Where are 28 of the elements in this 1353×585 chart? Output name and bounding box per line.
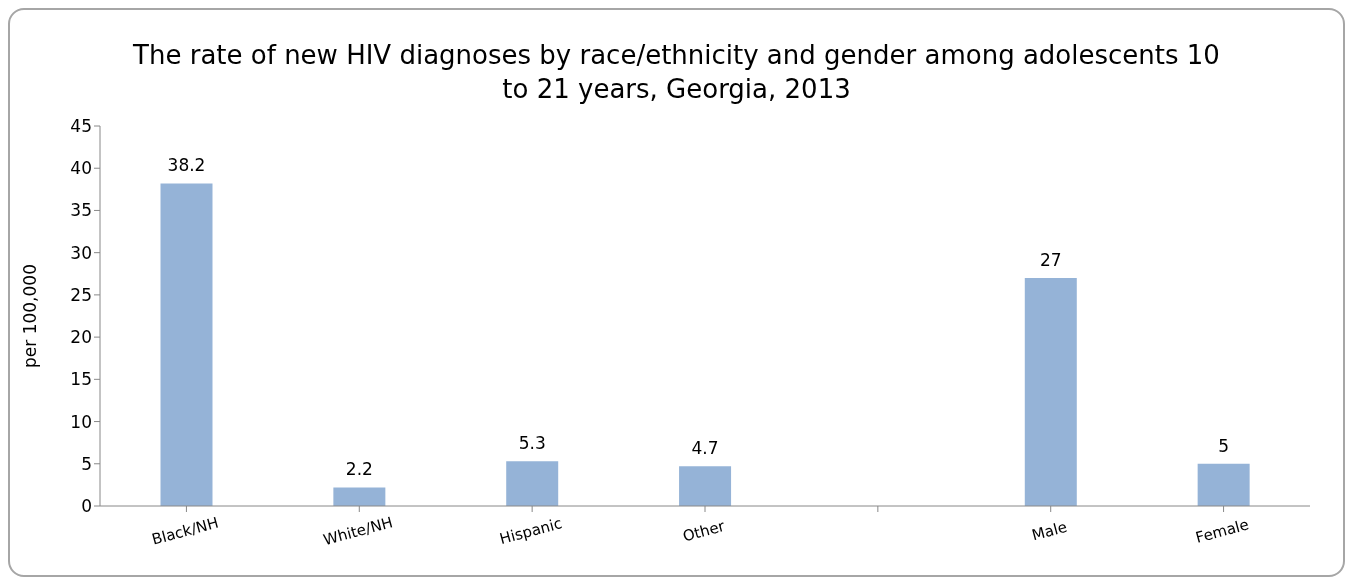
y-tick-label: 30 [70, 242, 92, 263]
y-tick-label: 35 [70, 200, 92, 221]
y-tick-label: 45 [70, 116, 92, 137]
x-tick-label: Other [680, 516, 728, 546]
y-tick-label: 10 [70, 411, 92, 432]
data-label: 5 [1218, 435, 1230, 456]
data-label: 4.7 [691, 438, 719, 459]
x-tick-label: Hispanic [497, 514, 565, 549]
bar [1024, 278, 1077, 506]
y-tick-label: 40 [70, 158, 92, 179]
y-tick-label: 20 [70, 327, 92, 348]
y-tick-label: 15 [70, 369, 92, 390]
bar [506, 461, 559, 506]
data-label: 2.2 [345, 459, 373, 480]
y-axis-title: per 100,000 [20, 264, 41, 368]
x-tick-label: Female [1193, 515, 1251, 547]
bar [333, 487, 386, 506]
bar [160, 183, 213, 506]
data-label: 27 [1039, 250, 1062, 270]
chart-title: The rate of new HIV diagnoses by race/ethnicity and gender among adolescents 10 to 21 years, Georgia, 2013 [132, 39, 1221, 106]
bar [679, 466, 732, 506]
y-tick-label: 25 [70, 284, 92, 305]
bar [1197, 463, 1250, 506]
x-tick-label: Male [1029, 517, 1069, 545]
data-label: 38.2 [167, 155, 206, 176]
y-tick-label: 0 [81, 496, 92, 517]
y-tick-label: 5 [81, 453, 92, 474]
data-label: 5.3 [518, 433, 546, 454]
